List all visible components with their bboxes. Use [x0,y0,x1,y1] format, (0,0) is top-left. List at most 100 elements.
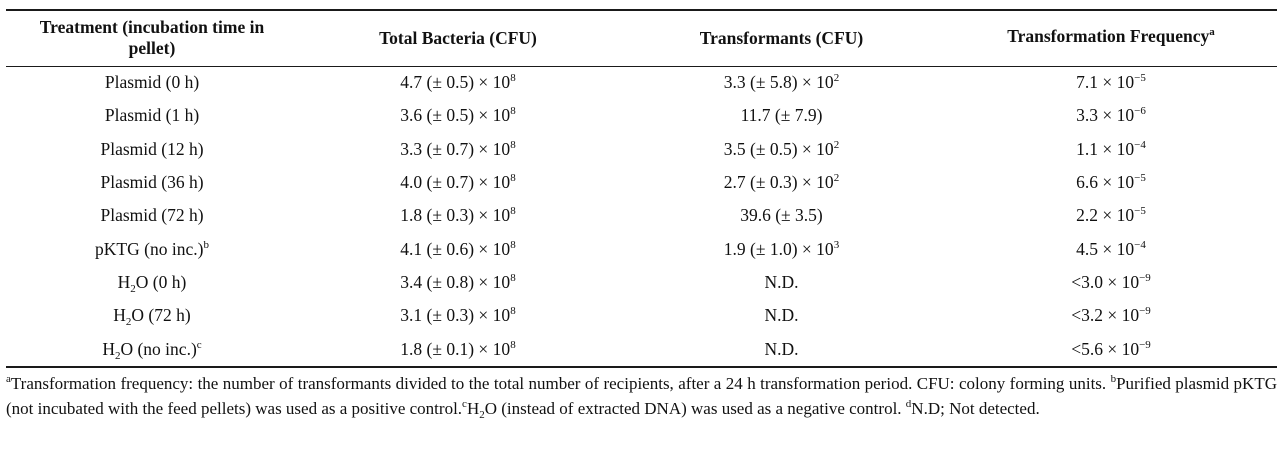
results-table: Treatment (incubation time in pellet) To… [6,10,1277,366]
total-exponent: 8 [510,338,516,351]
treatment-text: Plasmid (12 h) [100,138,204,159]
table-row: Plasmid (12 h) 3.3 (± 0.7) × 108 3.5 (± 0.… [6,133,1277,166]
treatment-text-rest: O (0 h) [135,271,187,292]
total-value: 4.1 (± 0.6) × 10 [400,238,511,259]
transformants-value: 2.7 (± 0.3) × 10 [723,172,834,193]
treatment-text: H [113,305,126,326]
footnote-b-mark: b [1110,373,1117,385]
cell-frequency: 2.2 × 10−5 [945,199,1277,232]
frequency-value: 1.1 × 10 [1076,138,1135,159]
total-exponent: 8 [510,305,516,318]
cell-transformants: N.D. [618,332,945,365]
cell-frequency: <3.0 × 10−9 [945,266,1277,299]
cell-total-bacteria: 3.4 (± 0.8) × 108 [298,266,618,299]
footnote-c-text: O (instead of extracted DNA) was used as… [484,398,906,418]
header-frequency-footnote-mark: a [1209,26,1215,38]
cell-transformants: 1.9 (± 1.0) × 103 [618,232,945,265]
cell-transformants: N.D. [618,266,945,299]
transformants-value: 1.9 (± 1.0) × 10 [723,238,834,259]
frequency-value: 6.6 × 10 [1076,172,1135,193]
frequency-value: 3.3 × 10 [1076,105,1135,126]
frequency-exponent: −5 [1134,172,1146,185]
cell-total-bacteria: 3.3 (± 0.7) × 108 [298,133,618,166]
cell-frequency: 1.1 × 10−4 [945,133,1277,166]
total-value: 3.4 (± 0.8) × 10 [400,271,511,292]
table-row: H2O (no inc.)c 1.8 (± 0.1) × 108 N.D. <5.6 … [6,332,1277,365]
cell-total-bacteria: 1.8 (± 0.3) × 108 [298,199,618,232]
frequency-value: 2.2 × 10 [1076,205,1135,226]
cell-total-bacteria: 3.6 (± 0.5) × 108 [298,99,618,132]
treatment-text: H [102,338,115,359]
cell-treatment: Plasmid (0 h) [6,66,298,99]
footnote-a-text: Transformation frequency: the number of … [10,374,1111,393]
table-row: Plasmid (0 h) 4.7 (± 0.5) × 108 3.3 (± 5.8… [6,66,1277,99]
cell-transformants: 3.5 (± 0.5) × 102 [618,133,945,166]
cell-treatment: Plasmid (72 h) [6,199,298,232]
treatment-text-rest: O (72 h) [131,305,191,326]
frequency-value: 7.1 × 10 [1076,72,1135,93]
frequency-exponent: −9 [1139,271,1151,284]
cell-transformants: N.D. [618,299,945,332]
treatment-text: Plasmid (1 h) [104,105,200,126]
table-row: pKTG (no inc.)b 4.1 (± 0.6) × 108 1.9 (± 1… [6,232,1277,265]
cell-frequency: 7.1 × 10−5 [945,66,1277,99]
treatment-text: Plasmid (36 h) [100,172,204,193]
footnote-d-mark: d [905,397,912,410]
transformants-value: 3.5 (± 0.5) × 10 [723,138,834,159]
transformants-exponent: 2 [833,172,840,185]
footnote-c-mark: c [462,397,467,410]
total-value: 3.1 (± 0.3) × 10 [400,305,511,326]
cell-treatment: Plasmid (36 h) [6,166,298,199]
cell-treatment: H2O (0 h) [6,266,298,299]
treatment-subscript: 2 [130,282,136,295]
header-row: Treatment (incubation time in pellet) To… [6,10,1277,66]
header-treatment: Treatment (incubation time in pellet) [39,17,265,58]
transformants-value: N.D. [764,305,799,326]
cell-frequency: 4.5 × 10−4 [945,232,1277,265]
top-rule [6,9,1277,11]
frequency-value: 4.5 × 10 [1076,238,1135,259]
cell-treatment: H2O (no inc.)c [6,332,298,365]
footnote-b-text: Purified plasmid pKTG (not incubated wit… [6,374,1277,418]
treatment-subscript: 2 [125,316,132,329]
table-row: Plasmid (1 h) 3.6 (± 0.5) × 108 11.7 (± 7.… [6,99,1277,132]
total-exponent: 8 [510,105,516,118]
cell-transformants: 39.6 (± 3.5) [618,199,945,232]
total-value: 3.3 (± 0.7) × 10 [400,138,511,159]
footnote-c-formula: H [466,398,480,418]
frequency-exponent: −5 [1134,72,1146,85]
total-exponent: 8 [510,238,516,251]
header-transformants: Transformants (CFU) [699,27,864,48]
table-row: Plasmid (72 h) 1.8 (± 0.3) × 108 39.6 (± 3… [6,199,1277,232]
treatment-text: H [117,271,131,292]
cell-frequency: <5.6 × 10−9 [945,332,1277,365]
total-exponent: 8 [510,205,516,218]
frequency-exponent: −5 [1134,205,1146,218]
cell-total-bacteria: 4.1 (± 0.6) × 108 [298,232,618,265]
total-value: 4.7 (± 0.5) × 10 [400,72,511,93]
frequency-value: <3.2 × 10 [1071,305,1140,326]
transformants-value: 11.7 (± 7.9) [740,105,823,126]
treatment-footnote-mark: b [203,238,209,251]
transformants-exponent: 3 [833,238,840,251]
total-value: 1.8 (± 0.3) × 10 [400,205,511,226]
table-row: H2O (0 h) 3.4 (± 0.8) × 108 N.D. <3.0 × 10−… [6,266,1277,299]
frequency-exponent: −9 [1139,305,1151,318]
cell-total-bacteria: 1.8 (± 0.1) × 108 [298,332,618,365]
treatment-text: pKTG (no inc.) [95,238,204,259]
treatment-subscript: 2 [114,349,121,362]
total-value: 4.0 (± 0.7) × 10 [400,172,511,193]
cell-treatment: Plasmid (12 h) [6,133,298,166]
transformants-value: 3.3 (± 5.8) × 10 [723,72,834,93]
footnote-c-subscript: 2 [479,408,485,421]
footnote-d-text: N.D; Not detected. [911,398,1040,418]
cell-treatment: pKTG (no inc.)b [6,232,298,265]
footnotes: aTransformation frequency: the number of… [6,373,1277,422]
treatment-footnote-mark: c [196,338,202,351]
cell-frequency: 6.6 × 10−5 [945,166,1277,199]
header-total-bacteria: Total Bacteria (CFU) [379,27,537,48]
table-body: Plasmid (0 h) 4.7 (± 0.5) × 108 3.3 (± 5.8… [6,66,1277,366]
cell-total-bacteria: 4.7 (± 0.5) × 108 [298,66,618,99]
cell-transformants: 2.7 (± 0.3) × 102 [618,166,945,199]
